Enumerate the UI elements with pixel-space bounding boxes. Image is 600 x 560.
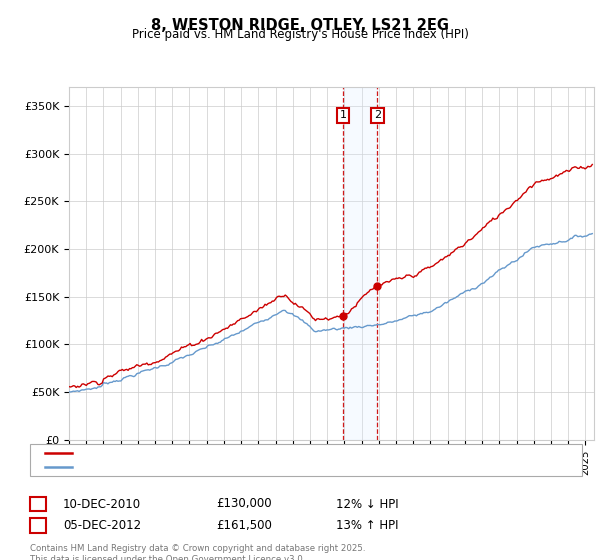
Bar — [343, 87, 377, 440]
Text: 13% ↑ HPI: 13% ↑ HPI — [336, 519, 398, 532]
Text: Contains HM Land Registry data © Crown copyright and database right 2025.
This d: Contains HM Land Registry data © Crown c… — [30, 544, 365, 560]
Text: 8, WESTON RIDGE, OTLEY, LS21 2EG (semi-detached house): 8, WESTON RIDGE, OTLEY, LS21 2EG (semi-d… — [78, 447, 409, 458]
Text: 2: 2 — [34, 519, 41, 532]
Text: HPI: Average price, semi-detached house, Leeds: HPI: Average price, semi-detached house,… — [78, 462, 343, 472]
Text: 8, WESTON RIDGE, OTLEY, LS21 2EG: 8, WESTON RIDGE, OTLEY, LS21 2EG — [151, 18, 449, 33]
Text: 2: 2 — [374, 110, 381, 120]
Text: 12% ↓ HPI: 12% ↓ HPI — [336, 497, 398, 511]
Text: Price paid vs. HM Land Registry's House Price Index (HPI): Price paid vs. HM Land Registry's House … — [131, 28, 469, 41]
Text: £130,000: £130,000 — [216, 497, 272, 511]
Text: 1: 1 — [340, 110, 347, 120]
Text: 1: 1 — [34, 497, 41, 511]
Text: £161,500: £161,500 — [216, 519, 272, 532]
Text: 10-DEC-2010: 10-DEC-2010 — [63, 497, 141, 511]
Text: 05-DEC-2012: 05-DEC-2012 — [63, 519, 141, 532]
